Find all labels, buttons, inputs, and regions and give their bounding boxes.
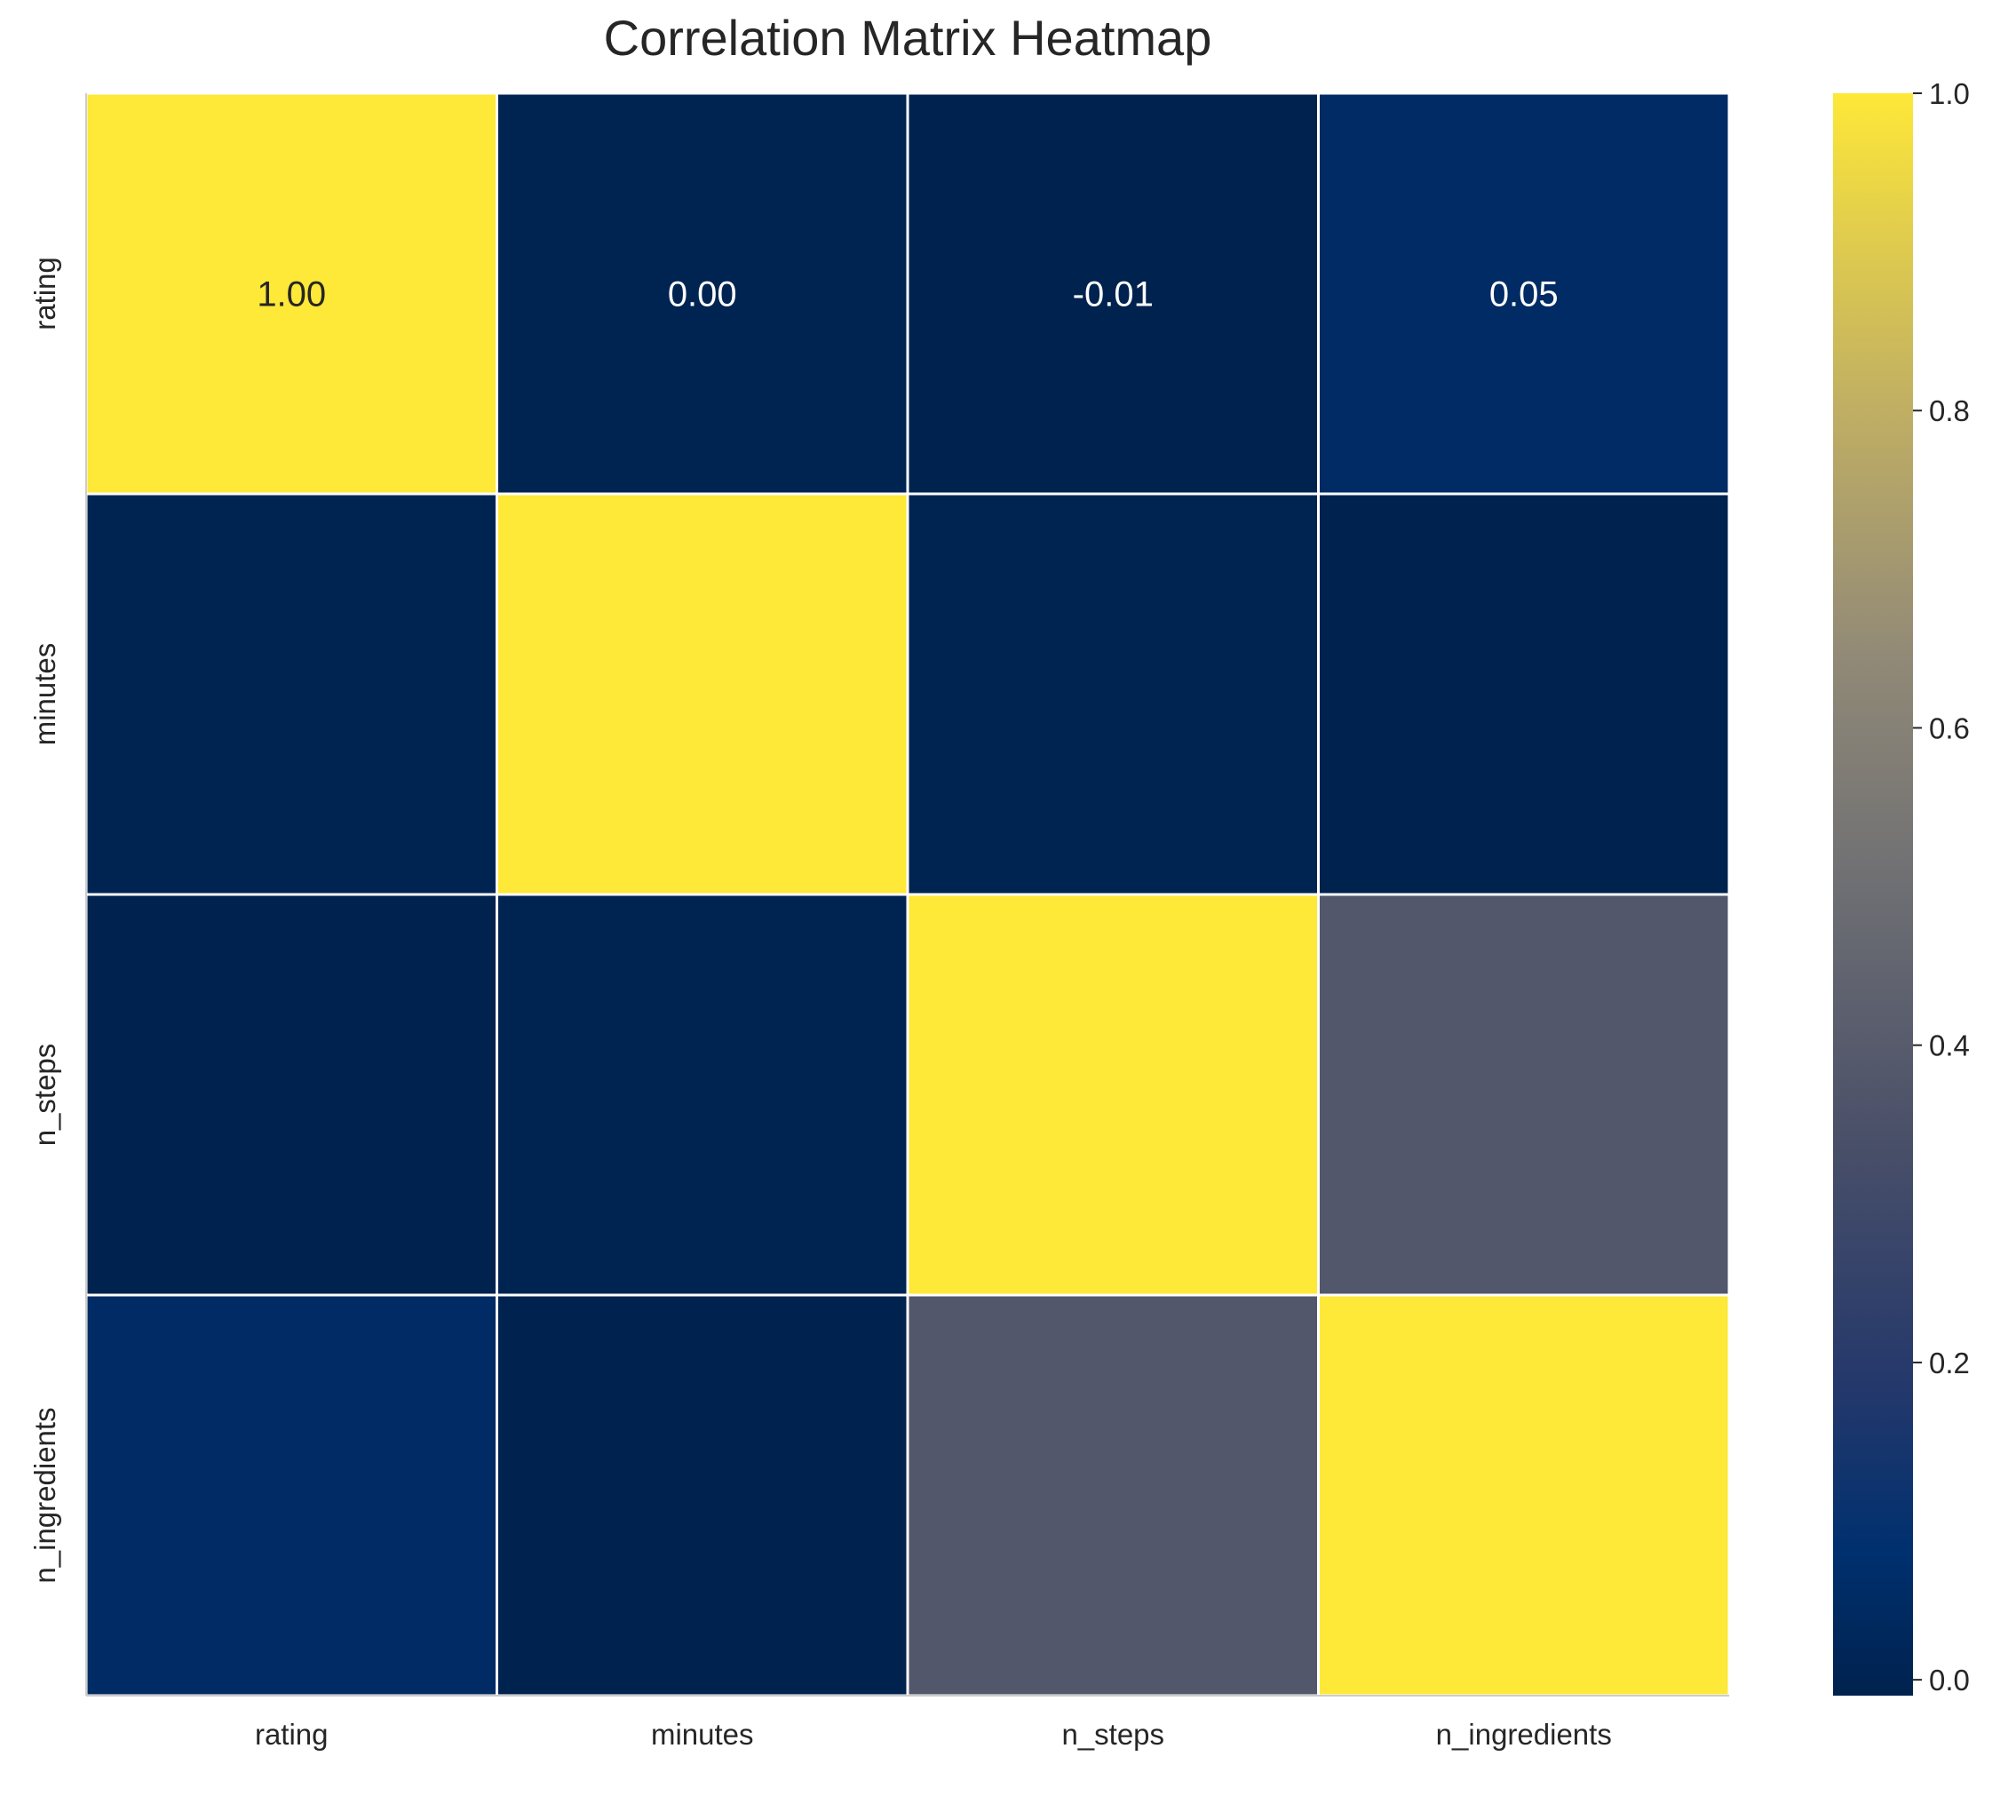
- y-tick-labels: rating minutes n_steps n_ingredients: [28, 257, 61, 1583]
- colorbar-ticks: 0.0 0.2 0.4 0.6 0.8 1.0: [1913, 77, 1970, 1697]
- heatmap-cell-n_ingredients-minutes: [496, 1293, 909, 1697]
- y-tick-label: n_steps: [28, 1044, 61, 1147]
- heatmap-annotations: 1.00 0.00 -0.01 0.05: [257, 275, 1558, 314]
- colorbar-tick-label: 0.2: [1929, 1347, 1970, 1379]
- heatmap-cell-n_steps-rating: [84, 893, 498, 1297]
- cell-annotation: 1.00: [257, 275, 326, 314]
- heatmap-cell-rating-minutes: [496, 91, 909, 496]
- heatmap-cell-n_steps-n_ingredients: [1317, 893, 1731, 1297]
- heatmap-cell-minutes-n_steps: [906, 492, 1320, 896]
- x-tick-label: n_steps: [1061, 1718, 1164, 1751]
- heatmap-cell-n_ingredients-n_steps: [906, 1293, 1320, 1697]
- y-tick-label: n_ingredients: [28, 1407, 61, 1583]
- colorbar-tick-label: 0.0: [1929, 1664, 1970, 1697]
- y-tick-label: rating: [28, 257, 61, 330]
- colorbar-tick-label: 0.6: [1929, 711, 1970, 744]
- cell-annotation: -0.01: [1073, 275, 1154, 314]
- colorbar: [1833, 93, 1913, 1696]
- colorbar-tick-label: 0.4: [1929, 1029, 1970, 1062]
- heatmap-cell-minutes-n_ingredients: [1317, 492, 1731, 896]
- x-tick-label: rating: [255, 1718, 329, 1751]
- heatmap-cell-minutes-minutes: [496, 492, 909, 896]
- x-tick-label: minutes: [651, 1718, 754, 1751]
- cell-annotation: 0.00: [668, 275, 737, 314]
- colorbar-tick-label: 1.0: [1929, 77, 1970, 110]
- heatmap-cell-n_ingredients-rating: [84, 1293, 498, 1697]
- heatmap-cell-n_steps-n_steps: [906, 893, 1320, 1297]
- heatmap-cell-n_steps-minutes: [496, 893, 909, 1297]
- heatmap-cell-minutes-rating: [84, 492, 498, 896]
- heatmap-cell-rating-n_ingredients: [1317, 91, 1731, 496]
- heatmap-cells: [84, 91, 1731, 1697]
- heatmap-cell-rating-n_steps: [906, 91, 1320, 496]
- cell-annotation: 0.05: [1489, 275, 1559, 314]
- chart-title: Correlation Matrix Heatmap: [604, 10, 1212, 66]
- heatmap-cell-rating-rating: [84, 91, 498, 496]
- x-tick-labels: rating minutes n_steps n_ingredients: [255, 1718, 1612, 1751]
- x-tick-label: n_ingredients: [1436, 1718, 1612, 1751]
- colorbar-tick-label: 0.8: [1929, 394, 1970, 427]
- heatmap-cell-n_ingredients-n_ingredients: [1317, 1293, 1731, 1697]
- y-tick-label: minutes: [28, 643, 61, 746]
